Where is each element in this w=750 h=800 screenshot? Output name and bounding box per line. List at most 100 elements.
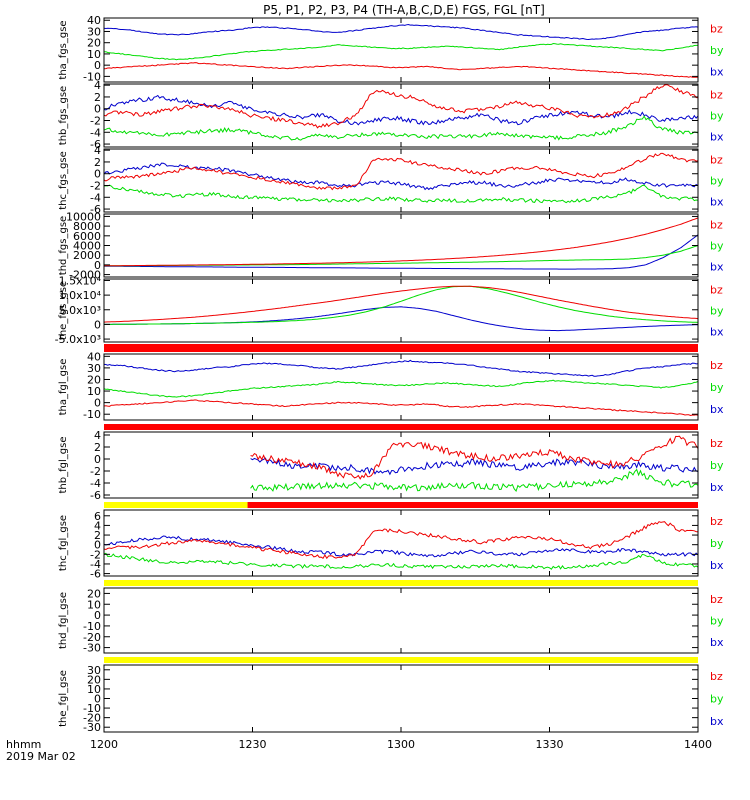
series-by-thb_fgl_gse <box>250 468 699 492</box>
xtick-label: 1330 <box>536 738 564 751</box>
ytick-label-thd_fgl_gse: -20 <box>83 631 101 644</box>
legend-bz-thd_fgs_gse: bz <box>710 219 723 232</box>
legend-bx-thd_fgs_gse: bx <box>710 261 724 274</box>
ytick-label-tha_fgl_gse: 30 <box>87 362 101 375</box>
series-by-thb_fgs_gse <box>103 115 699 141</box>
series-by-tha_fgl_gse <box>103 379 699 398</box>
legend-by-thd_fgl_gse: by <box>710 615 724 628</box>
ytick-label-thb_fgs_gse: 2 <box>94 91 101 104</box>
legend-bx-tha_fgl_gse: bx <box>710 403 724 416</box>
series-by-the_fgs_gse <box>104 285 699 325</box>
series-bx-thd_fgs_gse <box>104 234 699 270</box>
series-bz-thc_fgl_gse <box>103 521 699 560</box>
ytick-label-thb_fgl_gse: -2 <box>90 465 101 478</box>
ylabel-thb_fgs_gse: thb_fgs_gse <box>58 86 69 145</box>
ylabel-thb_fgl_gse: thb_fgl_gse <box>58 437 69 494</box>
ytick-label-thd_fgl_gse: 10 <box>87 598 101 611</box>
ylabel-the_fgs_gse: the_fgs_gse <box>58 281 69 340</box>
legend-bx-the_fgl_gse: bx <box>710 715 724 728</box>
ytick-label-thc_fgs_gse: 4 <box>94 144 101 157</box>
ytick-label-thc_fgl_gse: 0 <box>94 539 101 552</box>
legend-bx-the_fgs_gse: bx <box>710 326 724 339</box>
ytick-label-thd_fgs_gse: 8000 <box>73 220 101 233</box>
legend-bz-tha_fgs_gse: bz <box>710 23 723 36</box>
status-bar-red <box>104 344 698 352</box>
ytick-label-thc_fgl_gse: -6 <box>90 568 101 581</box>
ytick-label-tha_fgs_gse: 30 <box>87 25 101 38</box>
legend-by-thc_fgl_gse: by <box>710 537 724 550</box>
ytick-label-the_fgl_gse: -30 <box>83 721 101 734</box>
legend-bx-thc_fgs_gse: bx <box>710 196 724 209</box>
xtick-label: 1200 <box>90 738 118 751</box>
legend-by-the_fgs_gse: by <box>710 305 724 318</box>
legend-bx-tha_fgs_gse: bx <box>710 65 724 78</box>
status-bar-yellow <box>104 657 698 663</box>
legend-bz-tha_fgl_gse: bz <box>710 359 723 372</box>
series-bz-the_fgs_gse <box>103 285 699 323</box>
footer-date: 2019 Mar 02 <box>6 750 76 763</box>
legend-by-thb_fgs_gse: by <box>710 110 724 123</box>
ytick-label-thd_fgl_gse: 20 <box>87 587 101 600</box>
legend-bz-thb_fgs_gse: bz <box>710 89 723 102</box>
legend-bx-thb_fgl_gse: bx <box>710 481 724 494</box>
ytick-label-thb_fgs_gse: -2 <box>90 115 101 128</box>
series-bz-thd_fgs_gse <box>103 217 699 267</box>
ytick-label-thc_fgl_gse: 6 <box>94 510 101 523</box>
legend-bz-the_fgl_gse: bz <box>710 670 723 683</box>
ytick-label-thc_fgl_gse: -2 <box>90 548 101 561</box>
legend-by-thd_fgs_gse: by <box>710 240 724 253</box>
legend-bx-thc_fgl_gse: bx <box>710 559 724 572</box>
ytick-label-tha_fgl_gse: 0 <box>94 397 101 410</box>
legend-bx-thd_fgl_gse: bx <box>710 636 724 649</box>
ytick-label-the_fgs_gse: 1.0x10⁴ <box>59 289 102 302</box>
panel-thb_fgl_gse: 420-2-4-6 thb_fgl_gse bz by bx <box>58 429 724 508</box>
frame-the_fgl_gse <box>103 664 699 733</box>
series-bx-thb_fgs_gse <box>103 94 699 126</box>
plot-title: P5, P1, P2, P3, P4 (TH-A,B,C,D,E) FGS, F… <box>263 3 545 17</box>
series-bz-thb_fgs_gse <box>103 84 699 129</box>
xtick-label: 1400 <box>684 738 712 751</box>
legend-bz-thc_fgs_gse: bz <box>710 154 723 167</box>
legend-by-thc_fgs_gse: by <box>710 175 724 188</box>
ytick-label-the_fgl_gse: -20 <box>83 712 101 725</box>
ytick-label-the_fgl_gse: 0 <box>94 693 101 706</box>
series-bz-thc_fgs_gse <box>103 152 699 191</box>
panel-thc_fgs_gse: 420-2-4-6 thc_fgs_gse bz by bx <box>58 144 724 216</box>
frame-thc_fgl_gse <box>103 509 699 577</box>
legend-bz-thd_fgl_gse: bz <box>710 593 723 606</box>
ylabel-tha_fgs_gse: tha_fgs_gse <box>58 20 69 79</box>
xtick-label: 1230 <box>239 738 267 751</box>
legend-bz-the_fgs_gse: bz <box>710 284 723 297</box>
frame-the_fgs_gse <box>103 278 699 343</box>
ytick-label-thd_fgs_gse: 2000 <box>73 249 101 262</box>
status-bar-red <box>104 424 698 430</box>
ytick-label-thb_fgl_gse: -6 <box>90 489 101 502</box>
ytick-label-thd_fgs_gse: -2000 <box>69 269 101 282</box>
legend-by-tha_fgs_gse: by <box>710 44 724 57</box>
ylabel-thd_fgl_gse: thd_fgl_gse <box>58 592 69 649</box>
ytick-label-tha_fgs_gse: 0 <box>94 59 101 72</box>
series-by-thc_fgs_gse <box>104 184 699 204</box>
ytick-label-thb_fgs_gse: 4 <box>94 79 101 92</box>
ytick-label-thd_fgl_gse: 0 <box>94 609 101 622</box>
status-bar-yellow <box>104 580 698 586</box>
series-bx-thc_fgl_gse <box>103 535 699 558</box>
legend-bx-thb_fgs_gse: bx <box>710 131 724 144</box>
ytick-label-thb_fgs_gse: -6 <box>90 138 101 151</box>
ytick-label-the_fgl_gse: 20 <box>87 673 101 686</box>
legend-by-thb_fgl_gse: by <box>710 459 724 472</box>
ytick-label-tha_fgl_gse: 20 <box>87 373 101 386</box>
ytick-label-the_fgs_gse: 0 <box>94 318 101 331</box>
series-bz-tha_fgl_gse <box>103 399 699 417</box>
series-by-thd_fgs_gse <box>103 245 699 267</box>
ylabel-the_fgl_gse: the_fgl_gse <box>58 670 69 727</box>
ytick-label-the_fgs_gse: 1.5x10⁴ <box>59 274 102 287</box>
ytick-label-thb_fgl_gse: 4 <box>94 429 101 442</box>
ytick-label-thd_fgs_gse: 4000 <box>73 240 101 253</box>
